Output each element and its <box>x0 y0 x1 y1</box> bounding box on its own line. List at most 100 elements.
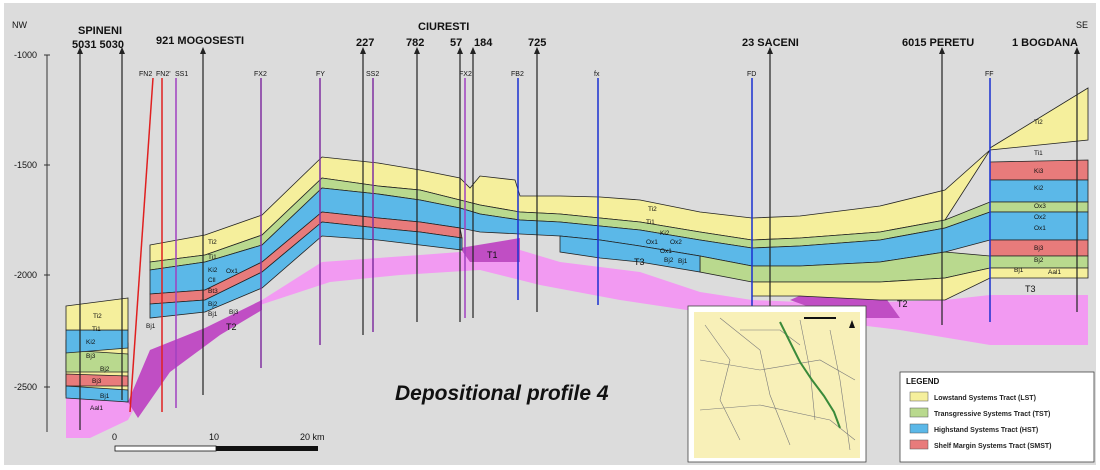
unit-label: Bj3 <box>92 378 102 385</box>
unit-label: Bj1 <box>146 323 156 330</box>
unit-label: Bj2 <box>664 257 674 264</box>
unit-label: Ki2 <box>86 339 96 346</box>
central-lst-bottom <box>751 267 1089 301</box>
inset-map <box>687 305 867 463</box>
unit-label: Bj1 <box>678 258 688 265</box>
unit-label: Bj2 <box>208 301 218 308</box>
fault-label: SS1 <box>175 71 188 78</box>
unit-label: Ox2 <box>670 239 682 246</box>
scale-label-0: 0 <box>112 432 117 442</box>
well-marker <box>534 47 540 54</box>
legend-label-lst: Lowstand Systems Tract (LST) <box>934 395 1036 402</box>
well-label-57: 57 <box>450 37 462 49</box>
well-label-saceni: 23 SACENI <box>742 37 799 49</box>
well-label-spineni-num: 5031 5030 <box>72 39 124 51</box>
unit-label: Ox3 <box>1034 203 1046 210</box>
left-lst-top <box>65 297 129 331</box>
triassic-label-t3-right: T3 <box>1025 284 1036 294</box>
fault-label: FB2 <box>511 71 524 78</box>
well-marker <box>939 47 945 54</box>
central-hst-lower <box>149 221 463 319</box>
triassic-label-t3: T3 <box>634 257 645 267</box>
direction-nw-label: NW <box>12 20 27 30</box>
triassic-labels: T2 T1 T3 T2 T3 <box>226 250 1036 332</box>
well-label-spineni: SPINENI <box>78 25 122 37</box>
fault-label: FN2 <box>139 71 152 78</box>
well-marker <box>457 47 463 54</box>
unit-label: Bj3 <box>229 309 239 316</box>
direction-se-label: SE <box>1076 20 1088 30</box>
unit-label: Ki2 <box>660 230 670 237</box>
fault-label: FX2 <box>254 71 267 78</box>
scale-label-20: 20 km <box>300 432 325 442</box>
faults <box>129 77 991 413</box>
inset-line <box>699 359 856 381</box>
scale-label-10: 10 <box>209 432 219 442</box>
unit-label: Bj1 <box>100 393 110 400</box>
unit-label: Ti1 <box>1034 150 1043 157</box>
unit-label: Aal1 <box>90 405 103 412</box>
triassic-label-t2: T2 <box>226 322 237 332</box>
unit-label: Ox2 <box>1034 214 1046 221</box>
scale-bar: 0 10 20 km <box>112 432 325 452</box>
left-smst <box>65 373 129 387</box>
fault-label: FD <box>747 71 756 78</box>
depth-tick-1000: -1000 <box>14 50 37 60</box>
inset-line <box>829 329 851 451</box>
left-hst-ki <box>65 385 129 403</box>
depth-tick-2000: -2000 <box>14 270 37 280</box>
well-marker <box>470 47 476 54</box>
strata-sections <box>65 87 1089 438</box>
unit-label: Ti1 <box>646 219 655 226</box>
unit-label: Bj2 <box>100 366 110 373</box>
well-label-227: 227 <box>356 37 374 49</box>
unit-label: Ox1 <box>660 248 672 255</box>
legend-swatch-hst <box>909 423 929 434</box>
fault-labels: FN2 FN2' SS1 FX2 FY SS2 FX2 FB2 fx FD FF <box>139 71 994 78</box>
well-marker <box>119 47 125 54</box>
well-label-184: 184 <box>474 37 493 49</box>
fault-fn2 <box>129 77 154 413</box>
fault-label: FF <box>985 71 994 78</box>
unit-label: Bj3 <box>1034 245 1044 252</box>
inset-line <box>719 317 791 446</box>
triassic-dark-t2-left <box>128 300 262 418</box>
legend-label-hst: Highstand Systems Tract (HST) <box>934 427 1038 434</box>
legend-swatch-smst <box>909 439 929 450</box>
legend-box <box>899 371 1095 463</box>
wells <box>79 50 1078 430</box>
well-marker <box>1074 47 1080 54</box>
inset-map-lines <box>699 317 856 451</box>
central-hst-bottom <box>559 235 701 273</box>
depth-tick-2500: -2500 <box>14 382 37 392</box>
well-label-725: 725 <box>528 37 546 49</box>
profile-title: Depositional profile 4 <box>395 382 609 405</box>
unit-label: Ti2 <box>208 239 217 246</box>
unit-label: Bj2 <box>1034 257 1044 264</box>
unit-label: Bj1 <box>1014 267 1024 274</box>
well-marker <box>200 47 206 54</box>
well-label-782: 782 <box>406 37 424 49</box>
well-label-ciuresti: CIURESTI <box>418 21 469 33</box>
legend-label-smst: Shelf Margin Systems Tract (SMST) <box>934 443 1051 450</box>
inset-map-area <box>694 312 860 458</box>
triassic-label-t2-right: T2 <box>897 299 908 309</box>
well-labels: SPINENI 5031 5030 921 MOGOSESTI 227 CIUR… <box>72 21 1078 51</box>
north-arrow-icon <box>849 320 855 328</box>
unit-label: Cll <box>208 277 216 284</box>
well-marker <box>360 47 366 54</box>
unit-label: Ox1 <box>226 268 238 275</box>
fault-label: SS2 <box>366 71 379 78</box>
depth-tick-1500: -1500 <box>14 160 37 170</box>
inset-line <box>704 324 741 441</box>
unit-label: Bj3 <box>86 353 96 360</box>
unit-labels: Ti2 Ti1 Ki2 Bj3 Bj1 Bj3 Aal1 Bj2 Bj1 Ti2… <box>86 119 1061 412</box>
well-label-bogdana: 1 BOGDANA <box>1012 37 1078 49</box>
unit-label: Ki2 <box>1034 185 1044 192</box>
triassic-dark-t1 <box>460 238 520 262</box>
inset-line <box>740 329 801 346</box>
well-label-peretu: 6015 PERETU <box>902 37 974 49</box>
unit-label: Bt3 <box>208 288 218 295</box>
scale-segment <box>216 446 318 451</box>
